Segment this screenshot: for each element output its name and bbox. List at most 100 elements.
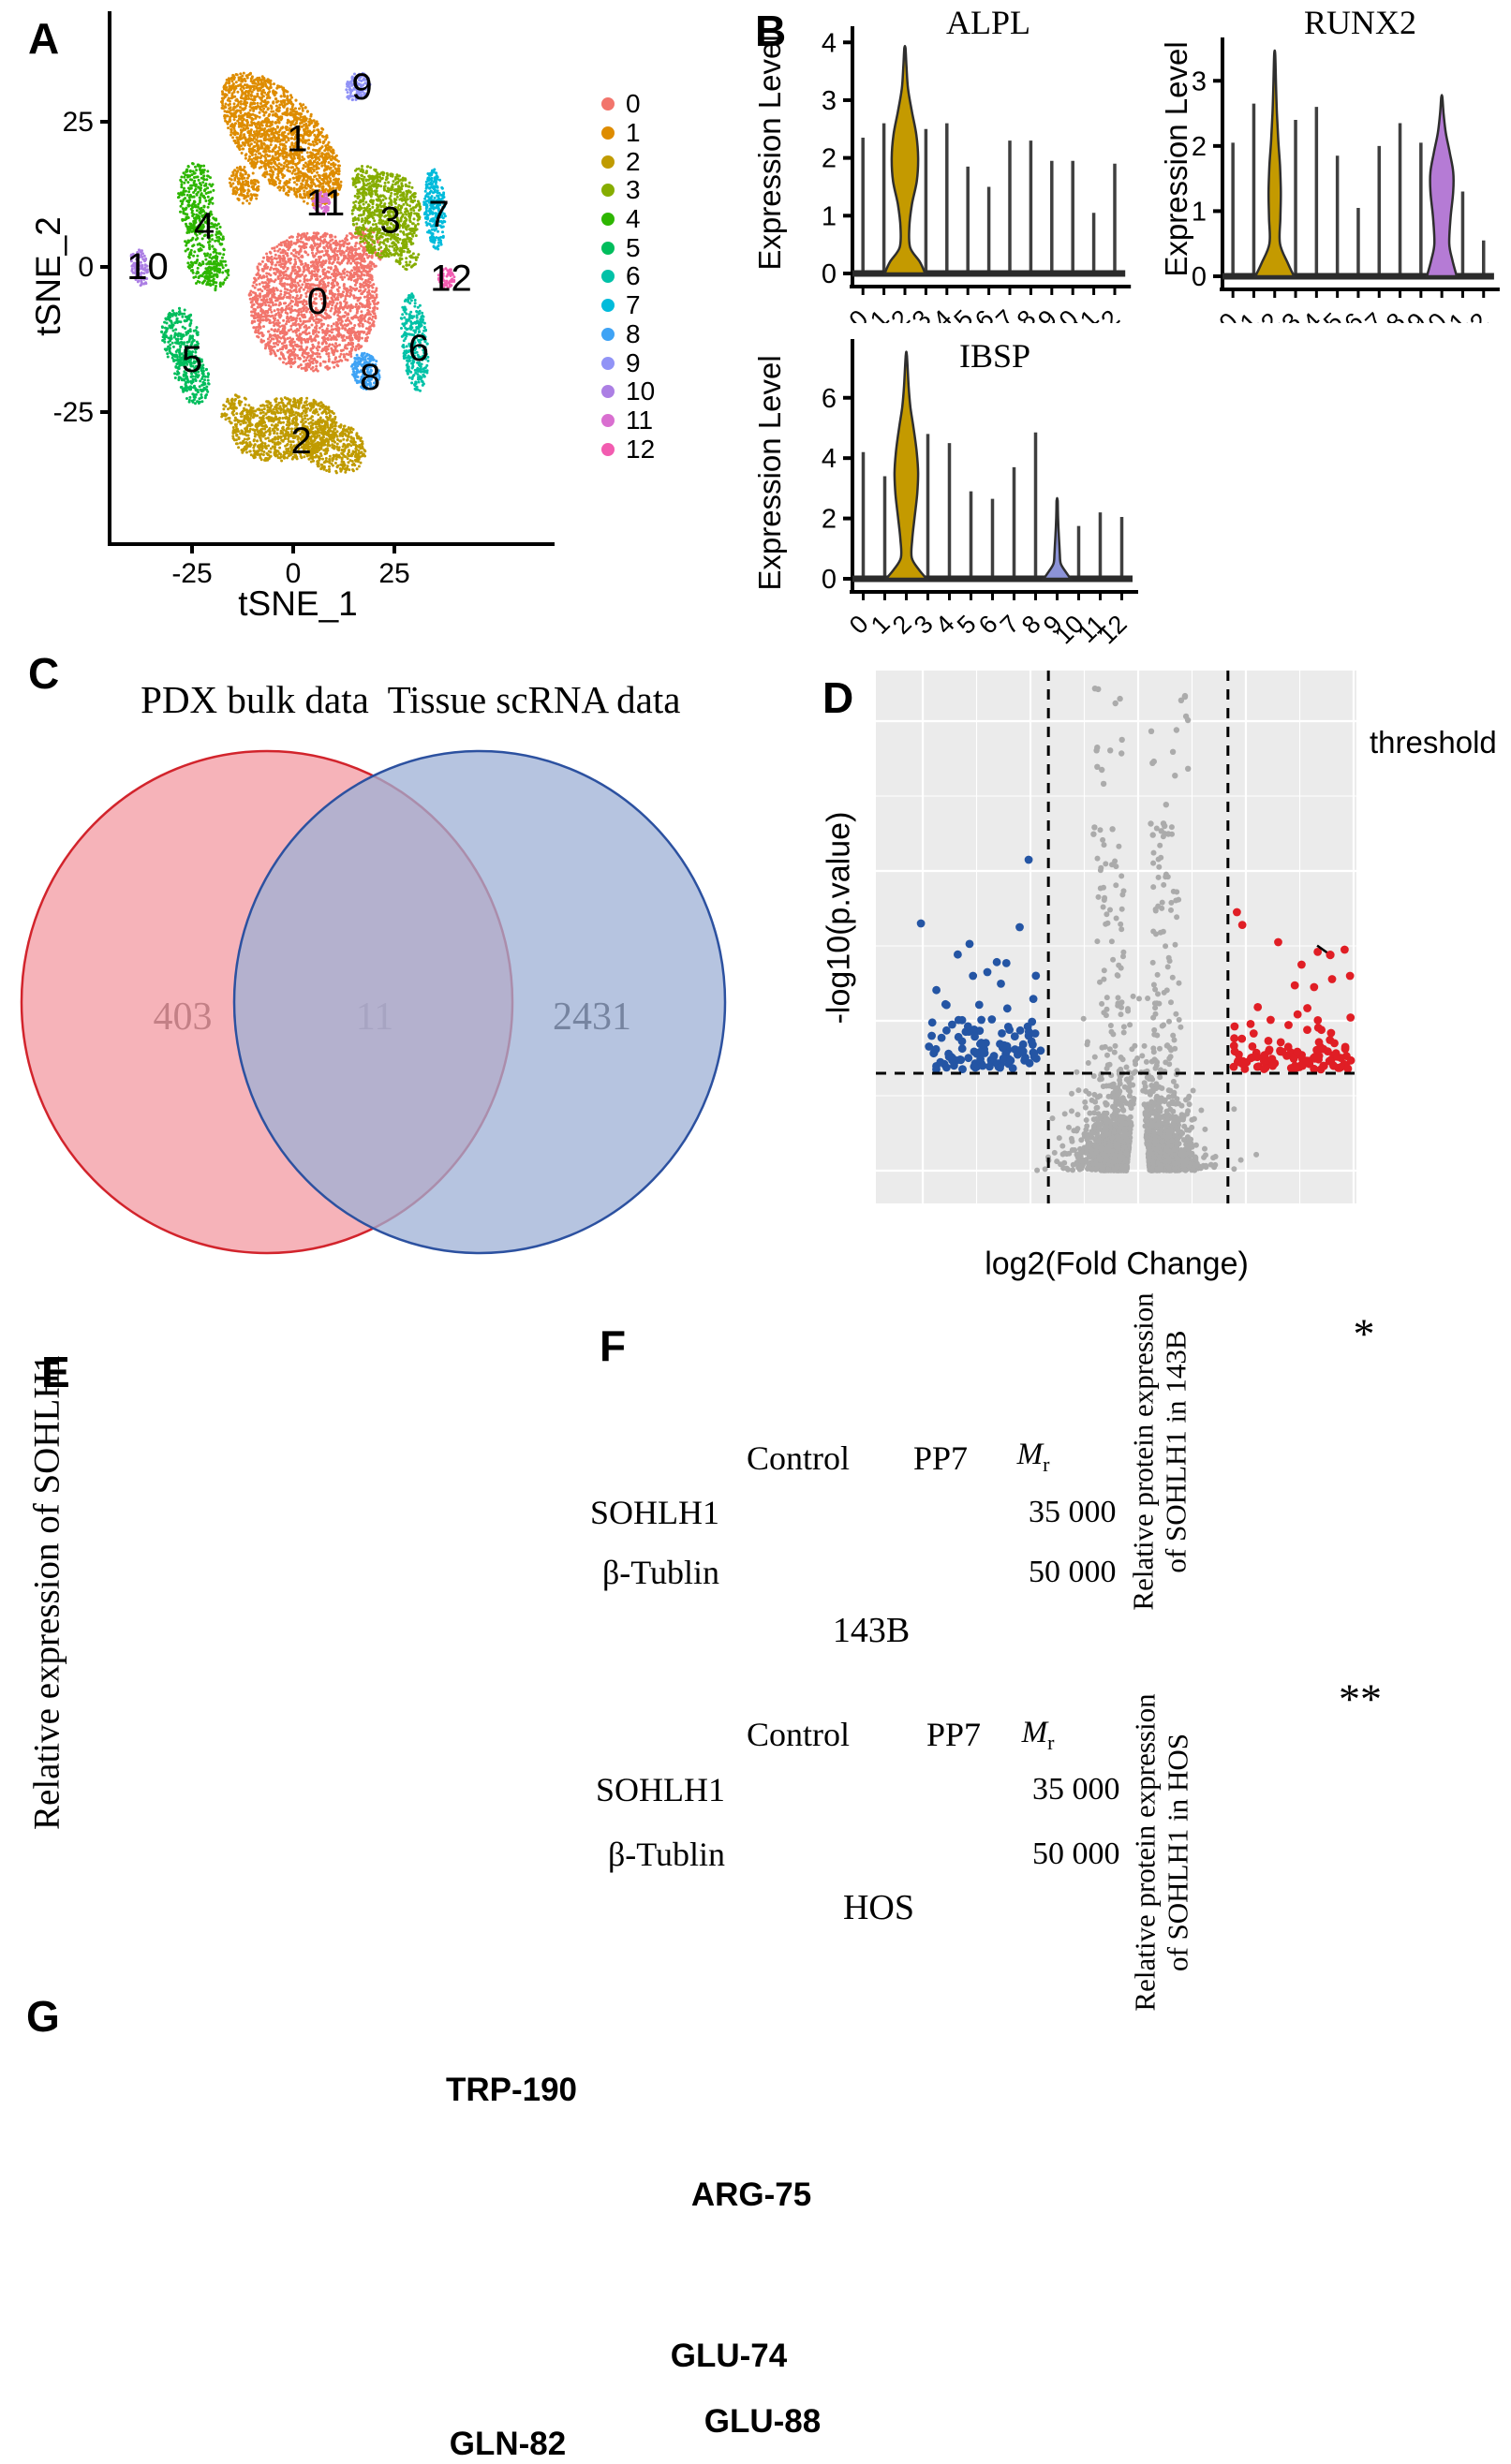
blot-143b-col-control: Control xyxy=(746,1439,851,1477)
tsne-legend-dot-3 xyxy=(601,184,615,198)
blot-143b-row-btublin: β-Tublin xyxy=(601,1554,719,1591)
tsne-legend-item-11: 11 xyxy=(601,406,655,435)
tsne-cluster-1 xyxy=(220,71,343,207)
wb-chart-hos-sig: ** xyxy=(1339,1675,1382,1723)
panel-g-label: G xyxy=(26,1992,60,2041)
violin-cluster-2 xyxy=(882,44,927,275)
blot-hos-mw-35000: 35 000 xyxy=(1032,1772,1120,1807)
volcano-points-up xyxy=(1229,907,1355,1074)
blot-hos-col-control: Control xyxy=(746,1716,851,1753)
tsne-legend-item-8: 8 xyxy=(601,319,655,349)
wb-chart-143b-sig: * xyxy=(1353,1309,1375,1358)
tsne-cluster-3 xyxy=(350,165,422,272)
wb-chart-143b-y-title: Relative protein expression of SOHLH1 in … xyxy=(1126,1292,1192,1611)
tsne-legend-dot-0 xyxy=(601,97,615,111)
tsne-cluster-5 xyxy=(160,306,211,406)
tsne-legend-item-10: 10 xyxy=(601,376,655,406)
blot-hos-row-sohlh1: SOHLH1 xyxy=(595,1771,725,1808)
volcano-points-down xyxy=(916,855,1045,1074)
panel-d-label: D xyxy=(822,673,854,722)
blot-143b-mr: Mr xyxy=(1016,1438,1050,1476)
blot-143b-col-pp7: PP7 xyxy=(912,1439,969,1477)
svg-text:-25: -25 xyxy=(53,397,94,428)
panel-f-label: F xyxy=(600,1321,627,1370)
violin-cluster-10 xyxy=(1425,94,1459,278)
violin-plot-ALPL: 012340123456789101112 xyxy=(822,26,1132,323)
residue-label-arg75: ARG-75 xyxy=(690,2176,812,2213)
blot-143b-mw-35000: 35 000 xyxy=(1029,1495,1117,1529)
residue-label-glu74: GLU-74 xyxy=(670,2338,788,2374)
tsne-legend-dot-4 xyxy=(601,213,615,227)
tsne-legend-dot-5 xyxy=(601,241,615,255)
volcano-plot xyxy=(876,671,1356,1203)
tsne-cluster-10 xyxy=(129,248,149,288)
blot-hos-mw-50000: 50 000 xyxy=(1032,1837,1120,1871)
tsne-cluster-legend: 0 1 2 3 4 5 6 7 8 9 10 11 12 xyxy=(601,89,655,464)
tsne-cluster-11 xyxy=(311,190,332,215)
svg-text:0: 0 xyxy=(78,252,94,283)
volcano-points-not xyxy=(1034,686,1260,1173)
venn-right-ellipse xyxy=(232,749,727,1255)
volcano-x-axis-title: log2(Fold Change) xyxy=(985,1246,1249,1282)
svg-text:25: 25 xyxy=(378,558,409,589)
blot-hos-col-pp7: PP7 xyxy=(926,1716,982,1753)
tsne-legend-dot-1 xyxy=(601,126,615,140)
tsne-cluster-6 xyxy=(399,292,430,392)
blot-143b-row-sohlh1: SOHLH1 xyxy=(589,1494,719,1531)
violin-plot-RUNX2: 01230123456789101112 xyxy=(1192,37,1500,323)
volcano-legend-title: threshold xyxy=(1370,725,1497,760)
blot-hos-caption: HOS xyxy=(842,1888,915,1927)
tsne-x-axis-title: tSNE_1 xyxy=(238,584,358,623)
svg-text:0: 0 xyxy=(286,558,302,589)
blot-143b-caption: 143B xyxy=(832,1611,911,1650)
tsne-legend-dot-7 xyxy=(601,299,615,313)
tsne-legend-item-1: 1 xyxy=(601,118,655,148)
violin-ibsp-title: IBSP xyxy=(958,337,1031,375)
blot-hos-row-btublin: β-Tublin xyxy=(607,1836,725,1873)
tsne-legend-item-7: 7 xyxy=(601,290,655,320)
tsne-cluster-12 xyxy=(437,267,456,289)
tsne-cluster-8 xyxy=(350,351,381,391)
tsne-legend-item-5: 5 xyxy=(601,233,655,262)
tsne-legend-item-3: 3 xyxy=(601,175,655,205)
tsne-legend-item-9: 9 xyxy=(601,348,655,377)
violin-alpl-title: ALPL xyxy=(946,4,1030,41)
panel-e-label: E xyxy=(41,1348,70,1396)
tsne-cluster-2 xyxy=(220,393,367,475)
tsne-cluster-0 xyxy=(247,226,383,373)
tsne-legend-dot-12 xyxy=(601,442,615,456)
venn-diagram xyxy=(20,749,727,1255)
panel-a-label: A xyxy=(28,14,60,63)
tsne-legend-item-2: 2 xyxy=(601,147,655,176)
tsne-cluster-9 xyxy=(345,71,372,102)
wb-chart-hos-y-title: Relative protein expression of SOHLH1 in … xyxy=(1128,1693,1193,2012)
violin-cluster-2 xyxy=(883,350,929,581)
tsne-legend-dot-6 xyxy=(601,270,615,284)
tsne-legend-item-0: 0 xyxy=(601,89,655,119)
violin-cluster-9 xyxy=(1041,496,1074,581)
tsne-legend-dot-2 xyxy=(601,155,615,169)
blot-143b-mw-50000: 50 000 xyxy=(1029,1555,1117,1589)
violin-cluster-2 xyxy=(1253,49,1296,278)
residue-label-glu88: GLU-88 xyxy=(704,2403,822,2440)
blot-hos-mr: Mr xyxy=(1021,1716,1055,1754)
tsne-legend-dot-9 xyxy=(601,356,615,370)
violin-runx2-title: RUNX2 xyxy=(1303,4,1417,41)
svg-text:25: 25 xyxy=(63,107,94,138)
volcano-sohlh1-point xyxy=(1326,951,1335,960)
tsne-cluster-4 xyxy=(176,162,230,292)
svg-text:-25: -25 xyxy=(171,558,212,589)
tsne-legend-item-6: 6 xyxy=(601,261,655,291)
residue-label-gln82: GLN-82 xyxy=(449,2426,567,2462)
venn-right-title: Tissue scRNA data xyxy=(387,678,681,721)
panel-c-label: C xyxy=(28,649,60,698)
tsne-cluster-7 xyxy=(422,168,447,251)
tsne-legend-dot-11 xyxy=(601,413,615,427)
panel-b-label: B xyxy=(755,7,787,55)
tsne-legend-dot-8 xyxy=(601,327,615,341)
tsne-legend-item-4: 4 xyxy=(601,204,655,234)
tsne-legend-item-12: 12 xyxy=(601,435,655,464)
